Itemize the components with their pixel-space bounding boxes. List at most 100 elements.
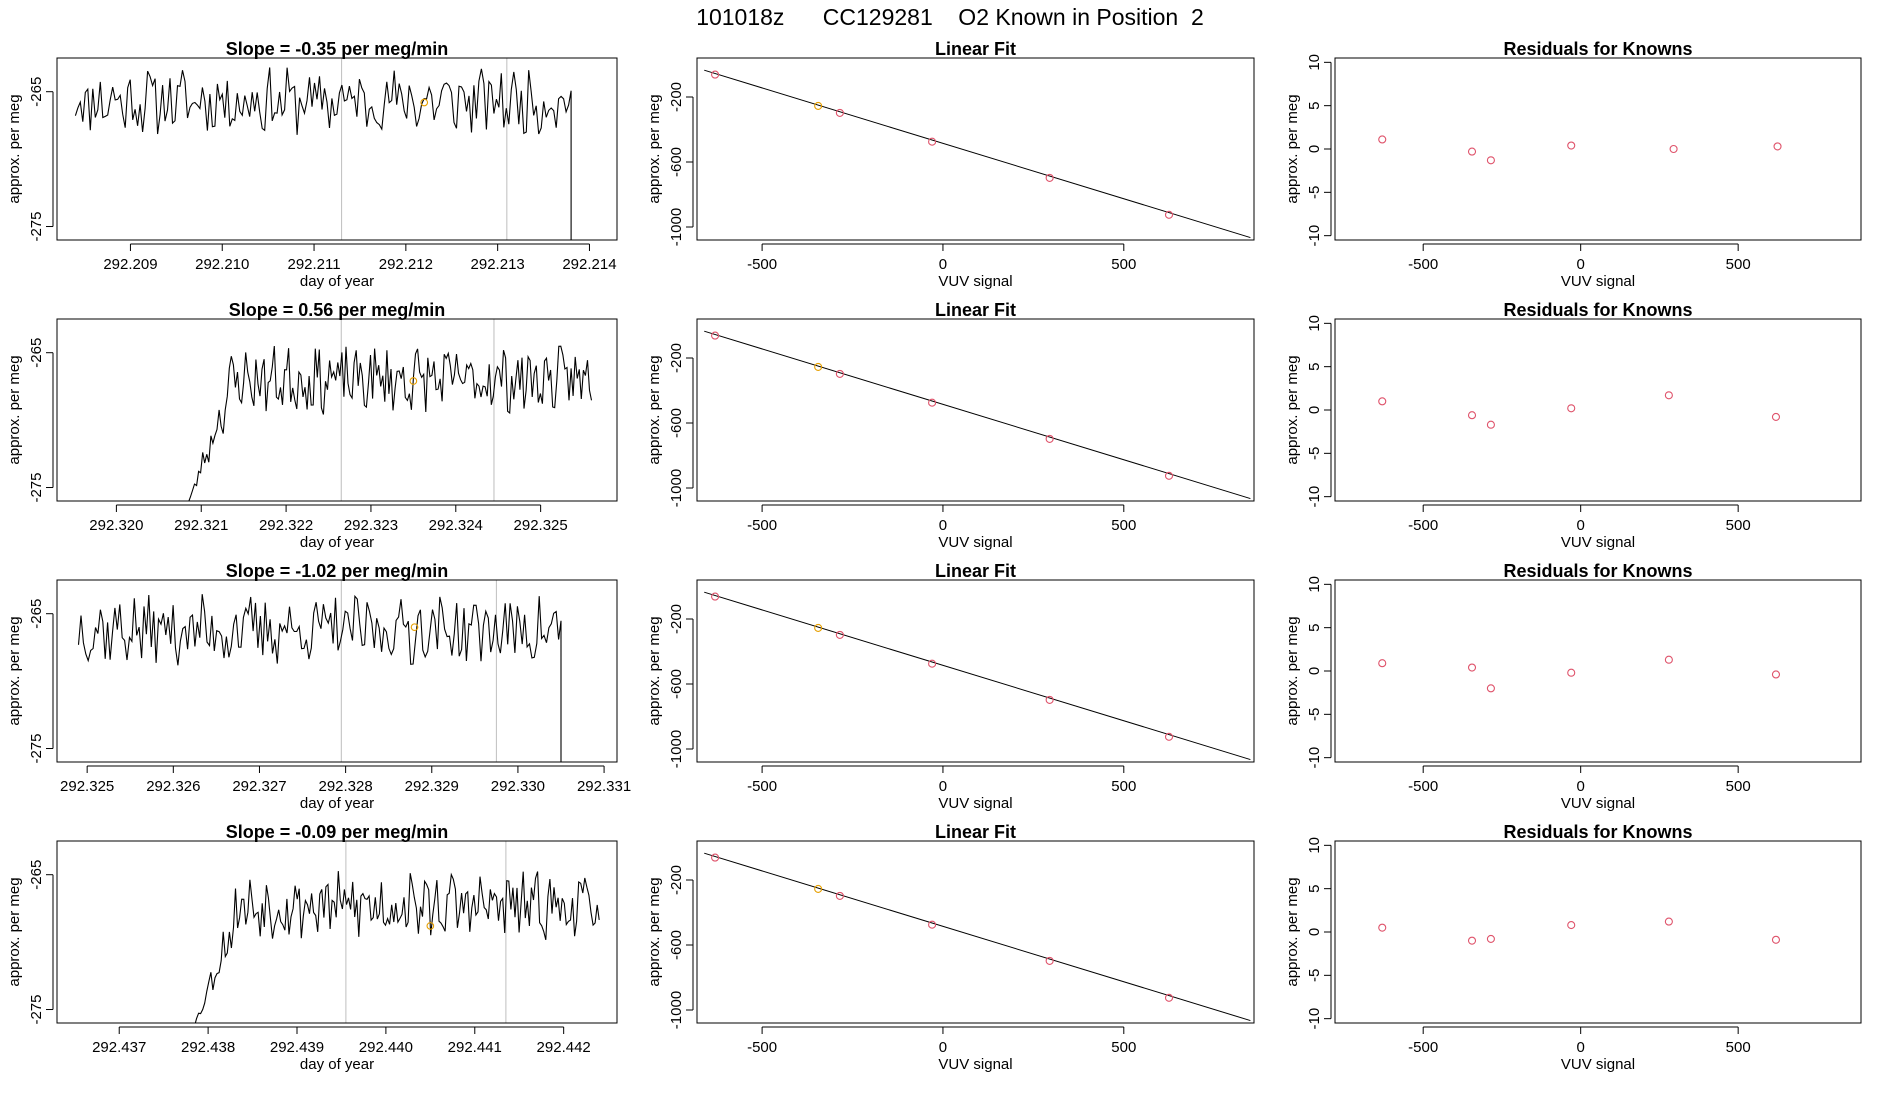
row0-residuals-ytick-label-3: -5: [1306, 186, 1323, 199]
row3-linear-fit-point-2: [835, 891, 844, 900]
row2-residuals-title: Residuals for Knowns: [1503, 561, 1692, 581]
row1-linear-fit-point-3: [928, 398, 937, 407]
row1-residuals-point-2: [1486, 420, 1495, 429]
row3-timeseries-xtick-label-5: 292.442: [537, 1039, 591, 1056]
row0-linear-fit-ylabel: approx. per meg: [646, 94, 663, 203]
row2-linear-fit-ytick-label-1: -600: [668, 669, 685, 699]
page-title: 101018z CC129281 O2 Known in Position 2: [696, 4, 1204, 30]
row0-residuals-title: Residuals for Knowns: [1503, 39, 1692, 59]
row3-timeseries: Slope = -0.09 per meg/min 292.437 292.438 2…: [6, 822, 618, 1073]
row3-timeseries-xtick-label-2: 292.439: [270, 1039, 324, 1056]
row1-residuals-xtick-label-2: 500: [1726, 517, 1751, 534]
row1-timeseries-known-point: [409, 377, 418, 385]
row2-residuals-xlabel: VUV signal: [1561, 795, 1635, 812]
row2-linear-fit-point-5: [1164, 732, 1174, 741]
row2-residuals-ytick-label-1: 5: [1306, 623, 1323, 631]
row1-linear-fit-xtick-label-2: 500: [1111, 517, 1136, 534]
row1-timeseries: Slope = 0.56 per meg/min 292.320 292.321 29…: [6, 300, 618, 551]
row3-timeseries-frame: [56, 840, 618, 1024]
row3-residuals-plot-area: [1378, 917, 1781, 945]
row3-linear-fit-ylabel: approx. per meg: [646, 877, 663, 986]
row0-linear-fit-point-2: [835, 108, 844, 117]
row1-timeseries-xtick-label-2: 292.322: [259, 517, 313, 534]
row3-timeseries-xtick-label-1: 292.438: [181, 1039, 235, 1056]
row3-timeseries-title: Slope = -0.09 per meg/min: [226, 822, 449, 842]
row3-residuals-title: Residuals for Knowns: [1503, 822, 1692, 842]
row0-residuals-xtick-label-1: 0: [1577, 256, 1585, 273]
row1-linear-fit-title: Linear Fit: [935, 300, 1016, 320]
row2-linear-fit-fit-line: [704, 591, 1251, 761]
row3-timeseries-xlabel: day of year: [300, 1056, 374, 1073]
row0-linear-fit-fit-line: [704, 69, 1251, 239]
row2-linear-fit-xtick-label-0: -500: [747, 778, 777, 795]
row3-linear-fit-ytick-label-1: -600: [668, 930, 685, 960]
row1-linear-fit-point-5: [1164, 471, 1174, 480]
row3-timeseries-ytick-label-0: -265: [28, 860, 45, 890]
row1-linear-fit-ytick-label-1: -600: [668, 408, 685, 438]
row0-residuals-plot-area: [1378, 135, 1782, 165]
row1-linear-fit-ytick-label-0: -200: [668, 343, 685, 373]
row0-linear-fit: Linear Fit -500 0 500 VUV signal -200 -600 -100…: [646, 39, 1255, 290]
row2-timeseries-xtick-label-5: 292.330: [491, 778, 545, 795]
row0-linear-fit-frame: [696, 57, 1255, 241]
row0-residuals-xtick-label-0: -500: [1408, 256, 1438, 273]
row1-residuals: Residuals for Knowns -500 0 500 VUV signal 10…: [1284, 300, 1862, 551]
row2-linear-fit-point-3: [928, 659, 937, 668]
row2-linear-fit-xtick-label-1: 0: [939, 778, 947, 795]
row2-residuals-ylabel: approx. per meg: [1284, 616, 1301, 725]
row2-residuals-ytick-label-2: 0: [1306, 667, 1323, 675]
row2-residuals-point-5: [1771, 670, 1781, 679]
row0-linear-fit-title: Linear Fit: [935, 39, 1016, 59]
row2-linear-fit-ylabel: approx. per meg: [646, 616, 663, 725]
row1-residuals-ytick-label-4: -10: [1306, 486, 1323, 508]
row1-timeseries-plot-area: [188, 319, 593, 501]
row2-timeseries-ytick-label-1: -275: [28, 734, 45, 764]
row3-linear-fit: Linear Fit -500 0 500 VUV signal -200 -600 -100…: [646, 822, 1255, 1073]
row0-residuals-ytick-label-1: 5: [1306, 101, 1323, 109]
row2-linear-fit-xtick-label-2: 500: [1111, 778, 1136, 795]
row0-timeseries: Slope = -0.35 per meg/min 292.209 292.210 2…: [6, 39, 618, 290]
row2-timeseries-frame: [56, 579, 618, 763]
row3-linear-fit-frame: [696, 840, 1255, 1024]
row1-residuals-ytick-label-0: 10: [1306, 315, 1323, 332]
row2-timeseries-xtick-label-6: 292.331: [577, 778, 631, 795]
row3-residuals-xtick-label-2: 500: [1726, 1039, 1751, 1056]
row0-timeseries-ytick-label-1: -275: [28, 212, 45, 242]
row1-linear-fit: Linear Fit -500 0 500 VUV signal -200 -600 -100…: [646, 300, 1255, 551]
row3-linear-fit-plot-area: [704, 852, 1251, 1022]
row0-timeseries-xtick-label-4: 292.213: [471, 256, 525, 273]
row2-timeseries-xlabel: day of year: [300, 795, 374, 812]
row3-linear-fit-xlabel: VUV signal: [938, 1056, 1012, 1073]
row3-timeseries-ylabel: approx. per meg: [6, 877, 23, 986]
row2-residuals-ytick-label-0: 10: [1306, 576, 1323, 593]
row0-residuals-xlabel: VUV signal: [1561, 273, 1635, 290]
row3-residuals-point-3: [1567, 921, 1576, 930]
row0-residuals-point-2: [1486, 156, 1495, 165]
row0-residuals-ytick-label-0: 10: [1306, 54, 1323, 71]
row2-timeseries-xtick-label-3: 292.328: [318, 778, 372, 795]
row0-residuals-point-3: [1567, 141, 1576, 150]
row1-timeseries-ylabel: approx. per meg: [6, 355, 23, 464]
row2-linear-fit-point-4: [1045, 695, 1054, 704]
row2-linear-fit-xlabel: VUV signal: [938, 795, 1012, 812]
row0-linear-fit-xtick-label-0: -500: [747, 256, 777, 273]
row1-timeseries-xtick-label-4: 292.324: [429, 517, 483, 534]
row1-residuals-xtick-label-0: -500: [1408, 517, 1438, 534]
row2-timeseries-known-point: [410, 623, 419, 632]
row3-linear-fit-xtick-label-1: 0: [939, 1039, 947, 1056]
row2-residuals-xtick-label-1: 0: [1577, 778, 1585, 795]
row0-linear-fit-xtick-label-1: 0: [939, 256, 947, 273]
row3-linear-fit-title: Linear Fit: [935, 822, 1016, 842]
row2-timeseries: Slope = -1.02 per meg/min 292.325 292.326 2…: [6, 561, 631, 812]
row0-timeseries-xtick-label-0: 292.209: [103, 256, 157, 273]
row0-timeseries-xtick-label-5: 292.214: [562, 256, 616, 273]
row1-linear-fit-xtick-label-0: -500: [747, 517, 777, 534]
row2-timeseries-xtick-label-2: 292.327: [232, 778, 286, 795]
row1-timeseries-xtick-label-5: 292.325: [514, 517, 568, 534]
row3-linear-fit-ytick-label-0: -200: [668, 865, 685, 895]
row1-residuals-point-5: [1771, 412, 1781, 421]
row2-residuals-xtick-label-0: -500: [1408, 778, 1438, 795]
row3-timeseries-xtick-label-0: 292.437: [92, 1039, 146, 1056]
row2-timeseries-ytick-label-0: -265: [28, 599, 45, 629]
